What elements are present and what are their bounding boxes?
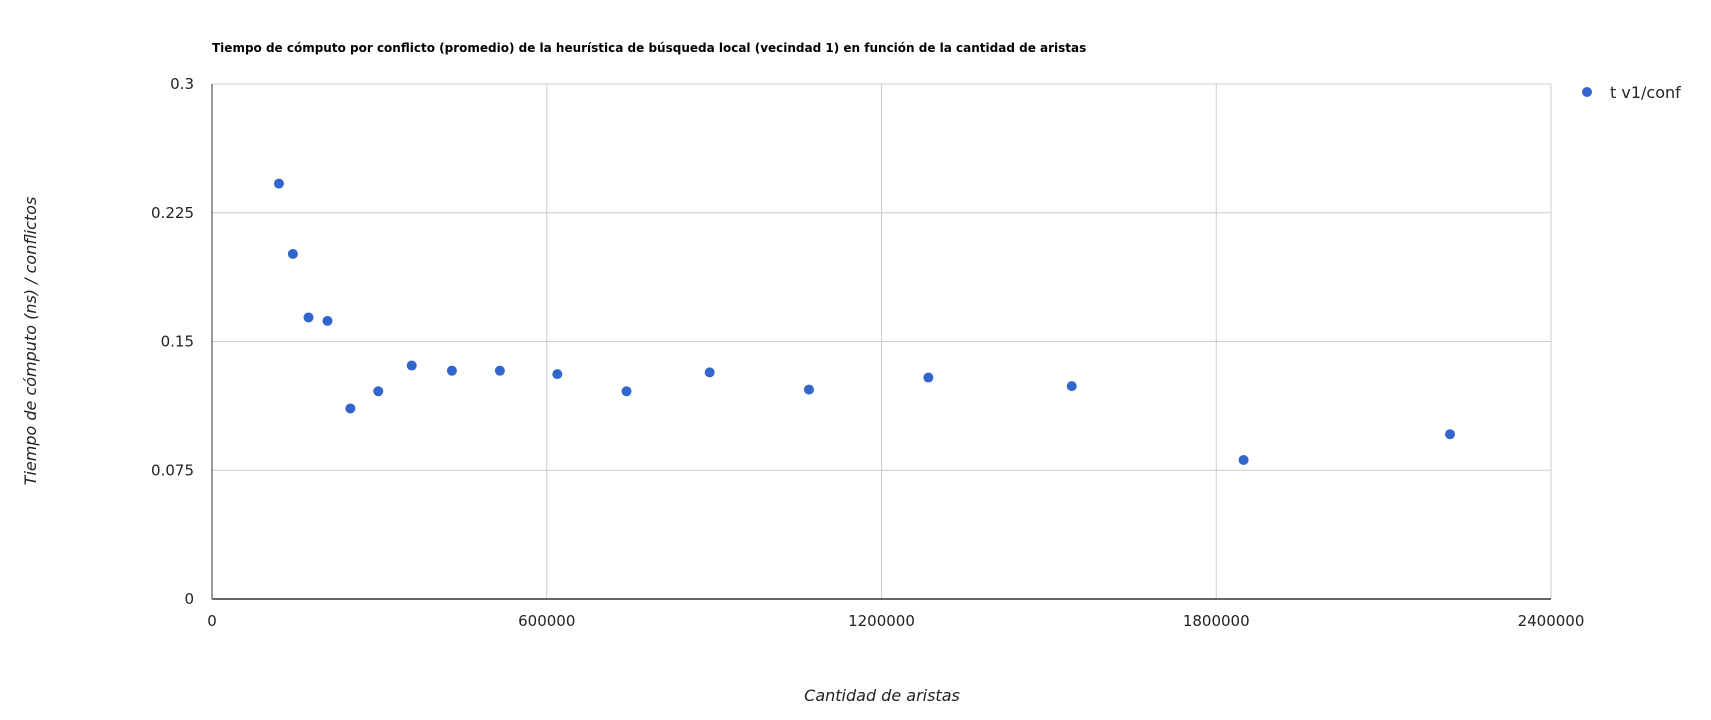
data-point (704, 367, 715, 378)
y-tick-label: 0.075 (151, 461, 194, 479)
y-axis-label: Tiempo de cómputo (ns) / conflictos (21, 197, 40, 486)
x-tick-label: 0 (207, 612, 217, 630)
data-points (273, 178, 1456, 465)
data-point (552, 369, 563, 380)
data-point (273, 178, 284, 189)
data-point (406, 360, 417, 371)
data-point (923, 372, 934, 383)
data-point (373, 386, 384, 397)
y-tick-label: 0 (184, 590, 194, 608)
data-point (322, 315, 333, 326)
tick-labels: 0 600000 1200000 1800000 2400000 0 0.075 0.15 0.… (151, 75, 1584, 630)
y-tick-label: 0.225 (151, 204, 194, 222)
data-point (287, 248, 298, 259)
data-point (303, 312, 314, 323)
legend-label: t v1/conf (1610, 83, 1681, 102)
data-point (446, 365, 457, 376)
data-point (621, 386, 632, 397)
data-point (1445, 429, 1456, 440)
data-point (345, 403, 356, 414)
data-point (494, 365, 505, 376)
y-tick-label: 0.15 (161, 333, 194, 351)
gridlines (212, 83, 1552, 599)
x-axis-label: Cantidad de aristas (804, 686, 960, 705)
axes (211, 84, 1551, 600)
x-tick-label: 2400000 (1518, 612, 1585, 630)
x-tick-label: 1200000 (848, 612, 915, 630)
y-tick-label: 0.3 (170, 75, 194, 93)
x-tick-label: 1800000 (1183, 612, 1250, 630)
data-point (803, 384, 814, 395)
legend-marker (1582, 87, 1592, 97)
legend: t v1/conf (1582, 83, 1681, 102)
chart-title: Tiempo de cómputo por conflicto (promedi… (212, 41, 1086, 55)
x-tick-label: 600000 (518, 612, 575, 630)
data-point (1238, 454, 1249, 465)
data-point (1066, 381, 1077, 392)
